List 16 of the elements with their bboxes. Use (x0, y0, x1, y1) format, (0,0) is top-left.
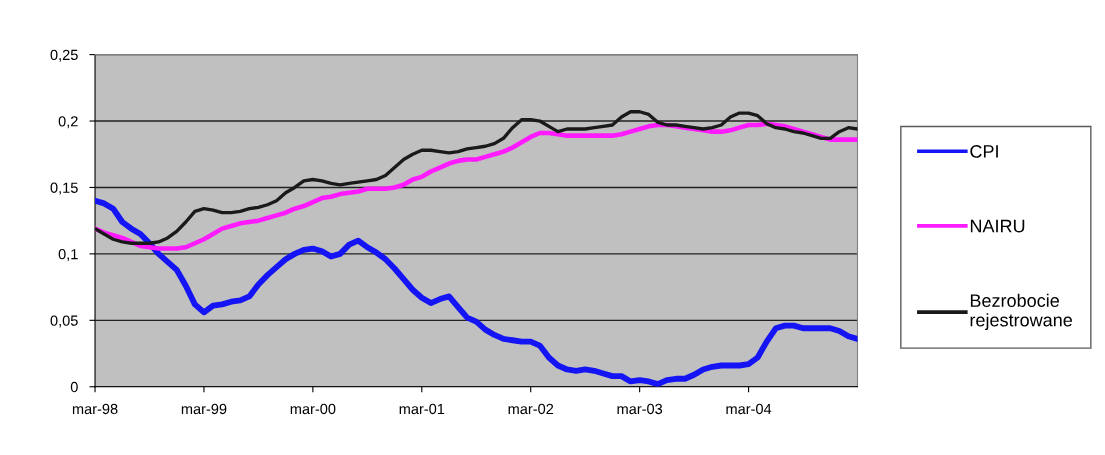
legend-label: Bezrobocie rejestrowane (970, 293, 1072, 331)
x-tick-label: mar-98 (72, 403, 118, 415)
legend-label: NAIRU (970, 219, 1025, 233)
x-tick-label: mar-03 (617, 403, 663, 415)
x-tick-label: mar-01 (399, 403, 445, 415)
y-tick-label: 0 (70, 381, 78, 393)
y-tick-label: 0,25 (50, 49, 78, 62)
x-tick-label: mar-00 (290, 403, 336, 415)
legend-label: CPI (970, 145, 998, 158)
x-tick-label: mar-99 (181, 403, 227, 415)
x-tick-label: mar-04 (726, 403, 772, 415)
y-tick-label: 0,2 (58, 116, 78, 129)
y-tick-label: 0,1 (58, 248, 78, 262)
x-tick-label: mar-02 (508, 403, 554, 415)
y-tick-label: 0,05 (50, 315, 78, 328)
y-tick-label: 0,15 (50, 182, 78, 195)
